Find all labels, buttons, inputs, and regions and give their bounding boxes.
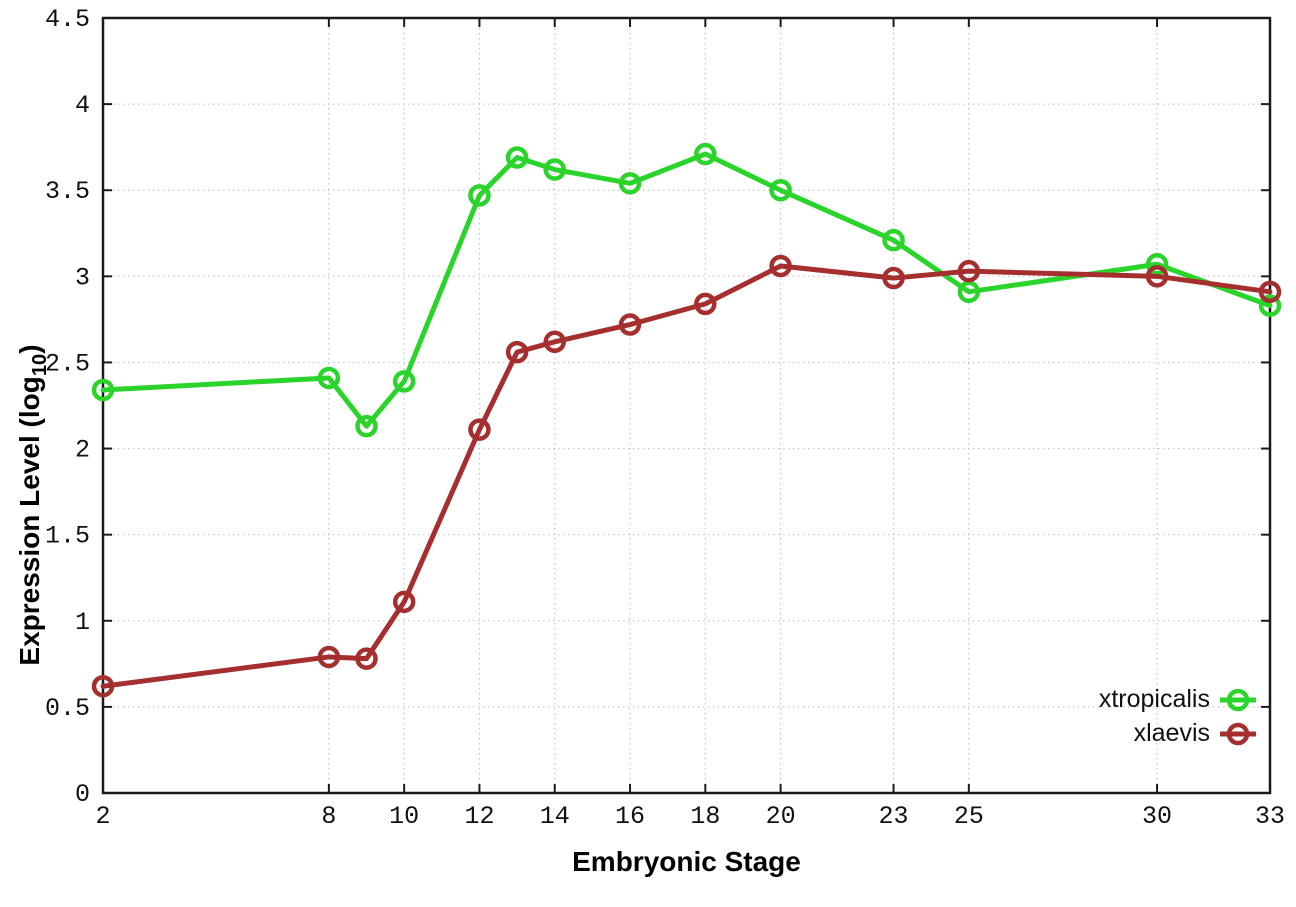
- plot-frame: [101, 16, 1272, 795]
- data-point-xlaevis: [1258, 280, 1282, 304]
- x-tick-label: 23: [879, 802, 909, 831]
- x-tick-label: 8: [321, 802, 336, 831]
- y-tick-label: 3.5: [45, 177, 90, 206]
- data-point-xlaevis: [694, 292, 717, 316]
- data-point-xlaevis: [392, 590, 416, 614]
- legend-label: xtropicalis: [1098, 685, 1210, 713]
- data-point-xtropicalis: [1258, 294, 1282, 317]
- y-tick-label: 1.5: [45, 522, 90, 551]
- legend-item-xlaevis: xlaevis: [1134, 718, 1256, 749]
- series-line-xlaevis: [100, 263, 1273, 689]
- data-point-xlaevis: [769, 254, 792, 278]
- data-point-xtropicalis: [957, 280, 981, 304]
- legend: xtropicalis xlaevis: [1099, 684, 1256, 749]
- data-point-xlaevis: [468, 418, 491, 441]
- series-line-xtropicalis: [100, 151, 1273, 429]
- data-point-xlaevis: [957, 259, 981, 283]
- data-point-xtropicalis: [694, 142, 717, 166]
- data-point-xlaevis: [317, 645, 341, 669]
- y-tick-label: 1: [75, 608, 90, 637]
- data-point-xtropicalis: [468, 184, 491, 207]
- x-axis-title: Embryonic Stage: [572, 846, 801, 877]
- data-point-xlaevis: [355, 647, 378, 670]
- data-point-xtropicalis: [543, 158, 566, 181]
- legend-marker-icon: [1220, 688, 1256, 711]
- data-point-xtropicalis: [505, 146, 529, 169]
- legend-label: xlaevis: [1133, 719, 1210, 747]
- y-axis-title-text: Expression Level (log: [14, 376, 46, 666]
- legend-marker-icon: [1220, 722, 1256, 745]
- data-point-xtropicalis: [355, 414, 378, 438]
- x-tick-label: 30: [1142, 802, 1172, 831]
- y-axis-title-subscript: 10: [28, 353, 51, 377]
- data-point-xlaevis: [882, 266, 905, 290]
- data-point-xlaevis: [618, 313, 642, 336]
- x-tick-label: 20: [766, 802, 796, 831]
- data-point-xtropicalis: [618, 172, 642, 195]
- data-point-xtropicalis: [882, 228, 905, 252]
- y-tick-label: 4: [75, 91, 90, 120]
- y-axis-title-close: ): [14, 344, 46, 354]
- x-tick-label: 14: [540, 802, 570, 831]
- legend-item-xtropicalis: xtropicalis: [1099, 684, 1256, 715]
- x-tick-label: 12: [464, 802, 494, 831]
- data-point-xtropicalis: [91, 378, 115, 402]
- x-tick-label: 10: [389, 802, 419, 831]
- y-tick-label: 2.5: [45, 349, 90, 378]
- y-axis-title: Expression Level (log10): [14, 344, 52, 665]
- data-point-xtropicalis: [317, 366, 341, 390]
- data-point-xtropicalis: [392, 370, 416, 393]
- x-tick-label: 16: [615, 802, 645, 831]
- data-point-xlaevis: [505, 340, 529, 364]
- data-point-xtropicalis: [769, 178, 792, 202]
- data-point-xlaevis: [543, 330, 566, 354]
- data-point-xtropicalis: [1145, 253, 1169, 276]
- y-tick-label: 3: [75, 263, 90, 292]
- data-point-xlaevis: [1145, 265, 1169, 288]
- x-tick-label: 33: [1255, 802, 1285, 831]
- y-tick-label: 0.5: [45, 694, 90, 723]
- x-tick-label: 18: [690, 802, 720, 831]
- y-tick-label: 4.5: [45, 5, 90, 34]
- x-tick-label: 25: [954, 802, 984, 831]
- x-tick-label: 2: [95, 802, 110, 831]
- data-point-xlaevis: [91, 674, 115, 698]
- y-tick-label: 0: [75, 780, 90, 809]
- y-tick-label: 2: [75, 436, 90, 465]
